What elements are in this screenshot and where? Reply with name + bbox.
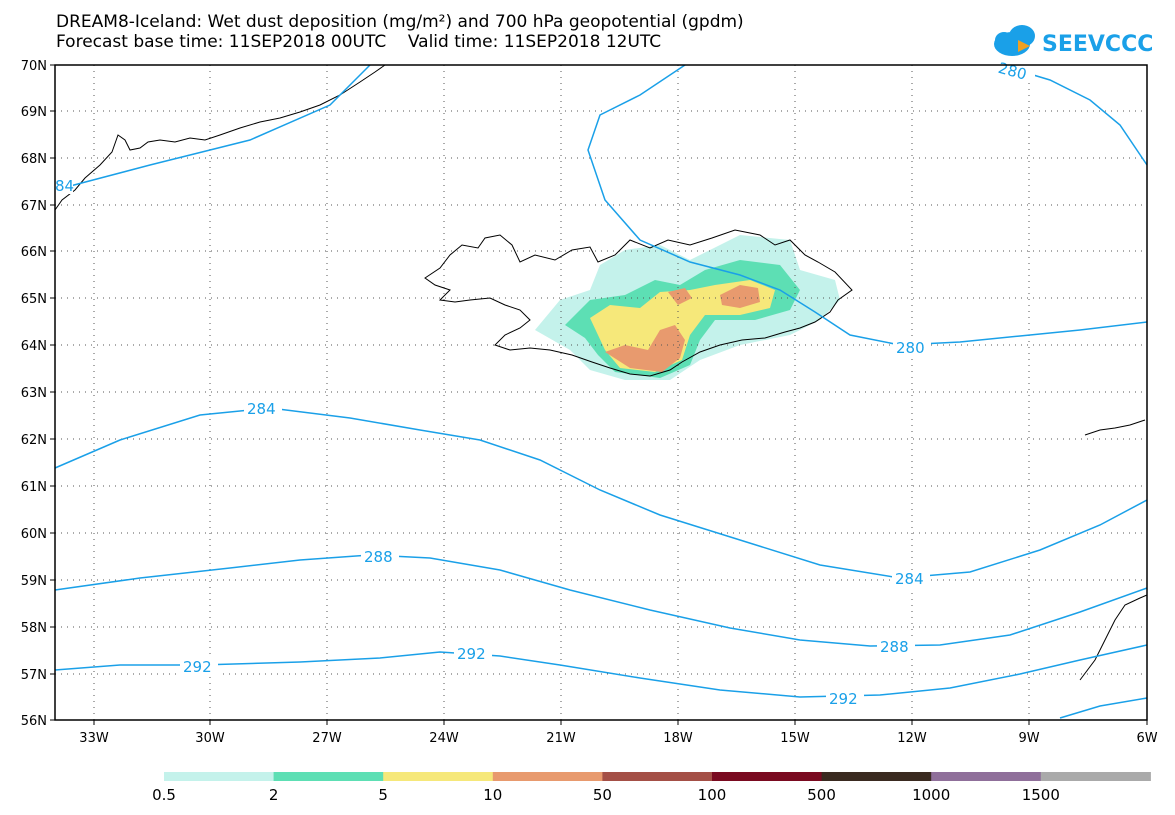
legend-label: 50	[593, 786, 612, 804]
cloud-icon	[994, 25, 1035, 56]
contour-label-292: 292	[183, 658, 212, 676]
contour-label-292: 292	[829, 690, 858, 708]
contour-label-288: 288	[880, 638, 909, 656]
lat-label: 56N	[21, 714, 47, 729]
contour-label-288: 288	[364, 548, 393, 566]
chart-subtitle: Forecast base time: 11SEP2018 00UTC Vali…	[56, 32, 662, 52]
contour-label-284: 284	[895, 570, 924, 588]
legend-swatch	[492, 772, 603, 781]
lon-label: 30W	[195, 731, 225, 746]
legend-swatch	[821, 772, 932, 781]
color-legend	[164, 772, 1151, 781]
contour-label-280: 280	[896, 339, 925, 357]
lat-label: 66N	[21, 245, 47, 260]
deposition-region-10	[720, 285, 760, 308]
lat-label: 65N	[21, 292, 47, 307]
lat-label: 57N	[21, 668, 47, 683]
contour-292-main	[54, 644, 1148, 698]
lon-label: 21W	[546, 731, 576, 746]
contour-label-284-partial: 84	[55, 177, 74, 195]
contour-label-284: 284	[247, 400, 276, 418]
legend-label: 2	[269, 786, 279, 804]
contour-280-north	[587, 64, 1148, 346]
legend-label: 1000	[912, 786, 950, 804]
contour-284-main	[54, 407, 1148, 579]
legend-label: 1500	[1022, 786, 1060, 804]
legend-swatch	[602, 772, 713, 781]
logo-text: SEEVCCC	[1042, 32, 1153, 57]
contour-292-south	[1059, 697, 1148, 719]
lat-label: 69N	[21, 105, 47, 120]
lat-label: 62N	[21, 433, 47, 448]
legend-swatch	[273, 772, 384, 781]
lat-label: 58N	[21, 621, 47, 636]
legend-label: 10	[483, 786, 502, 804]
legend-label: 100	[698, 786, 727, 804]
faroe-shetland-coastline	[1084, 419, 1146, 436]
legend-label: 0.5	[152, 786, 176, 804]
lon-label: 24W	[429, 731, 459, 746]
lon-label: 9W	[1018, 731, 1039, 746]
legend-swatch	[712, 772, 823, 781]
legend-swatch	[383, 772, 494, 781]
lon-label: 12W	[897, 731, 927, 746]
scotland-coastline	[1079, 594, 1148, 681]
dust-deposition-field	[535, 235, 840, 380]
lon-label: 6W	[1136, 731, 1157, 746]
lat-label: 60N	[21, 527, 47, 542]
deposition-region-10	[668, 288, 692, 305]
legend-labels: 0.5 2 5 10 50 100 500 1000 1500	[152, 786, 1060, 804]
lat-label: 64N	[21, 339, 47, 354]
legend-label: 5	[378, 786, 388, 804]
seevccc-logo: SEEVCCC	[994, 25, 1153, 57]
contour-288-main	[54, 554, 1148, 647]
chart-title: DREAM8-Iceland: Wet dust deposition (mg/…	[56, 12, 744, 32]
legend-swatch	[931, 772, 1042, 781]
contour-label-292: 292	[457, 645, 486, 663]
deposition-region-10	[605, 325, 685, 372]
axis-ticks	[50, 64, 1148, 725]
lat-label: 68N	[21, 152, 47, 167]
lon-label: 27W	[312, 731, 342, 746]
latitude-labels: 70N 69N 68N 67N 66N 65N 64N 63N 62N 61N …	[21, 59, 47, 729]
lon-label: 15W	[780, 731, 810, 746]
lat-label: 59N	[21, 574, 47, 589]
contour-labels: 280 280 284 284 288 288 292 292 292 84	[55, 59, 1035, 708]
legend-swatch	[164, 772, 275, 781]
map-gridlines	[55, 65, 1147, 720]
lat-label: 63N	[21, 386, 47, 401]
lon-label: 18W	[663, 731, 693, 746]
legend-swatch	[1040, 772, 1151, 781]
lat-label: 61N	[21, 480, 47, 495]
legend-label: 500	[807, 786, 836, 804]
lon-label: 33W	[79, 731, 109, 746]
contour-284-west	[54, 64, 371, 191]
lat-label: 67N	[21, 199, 47, 214]
longitude-labels: 33W 30W 27W 24W 21W 18W 15W 12W 9W 6W	[79, 731, 1157, 746]
lat-label: 70N	[21, 59, 47, 74]
greenland-coastline	[54, 64, 386, 211]
